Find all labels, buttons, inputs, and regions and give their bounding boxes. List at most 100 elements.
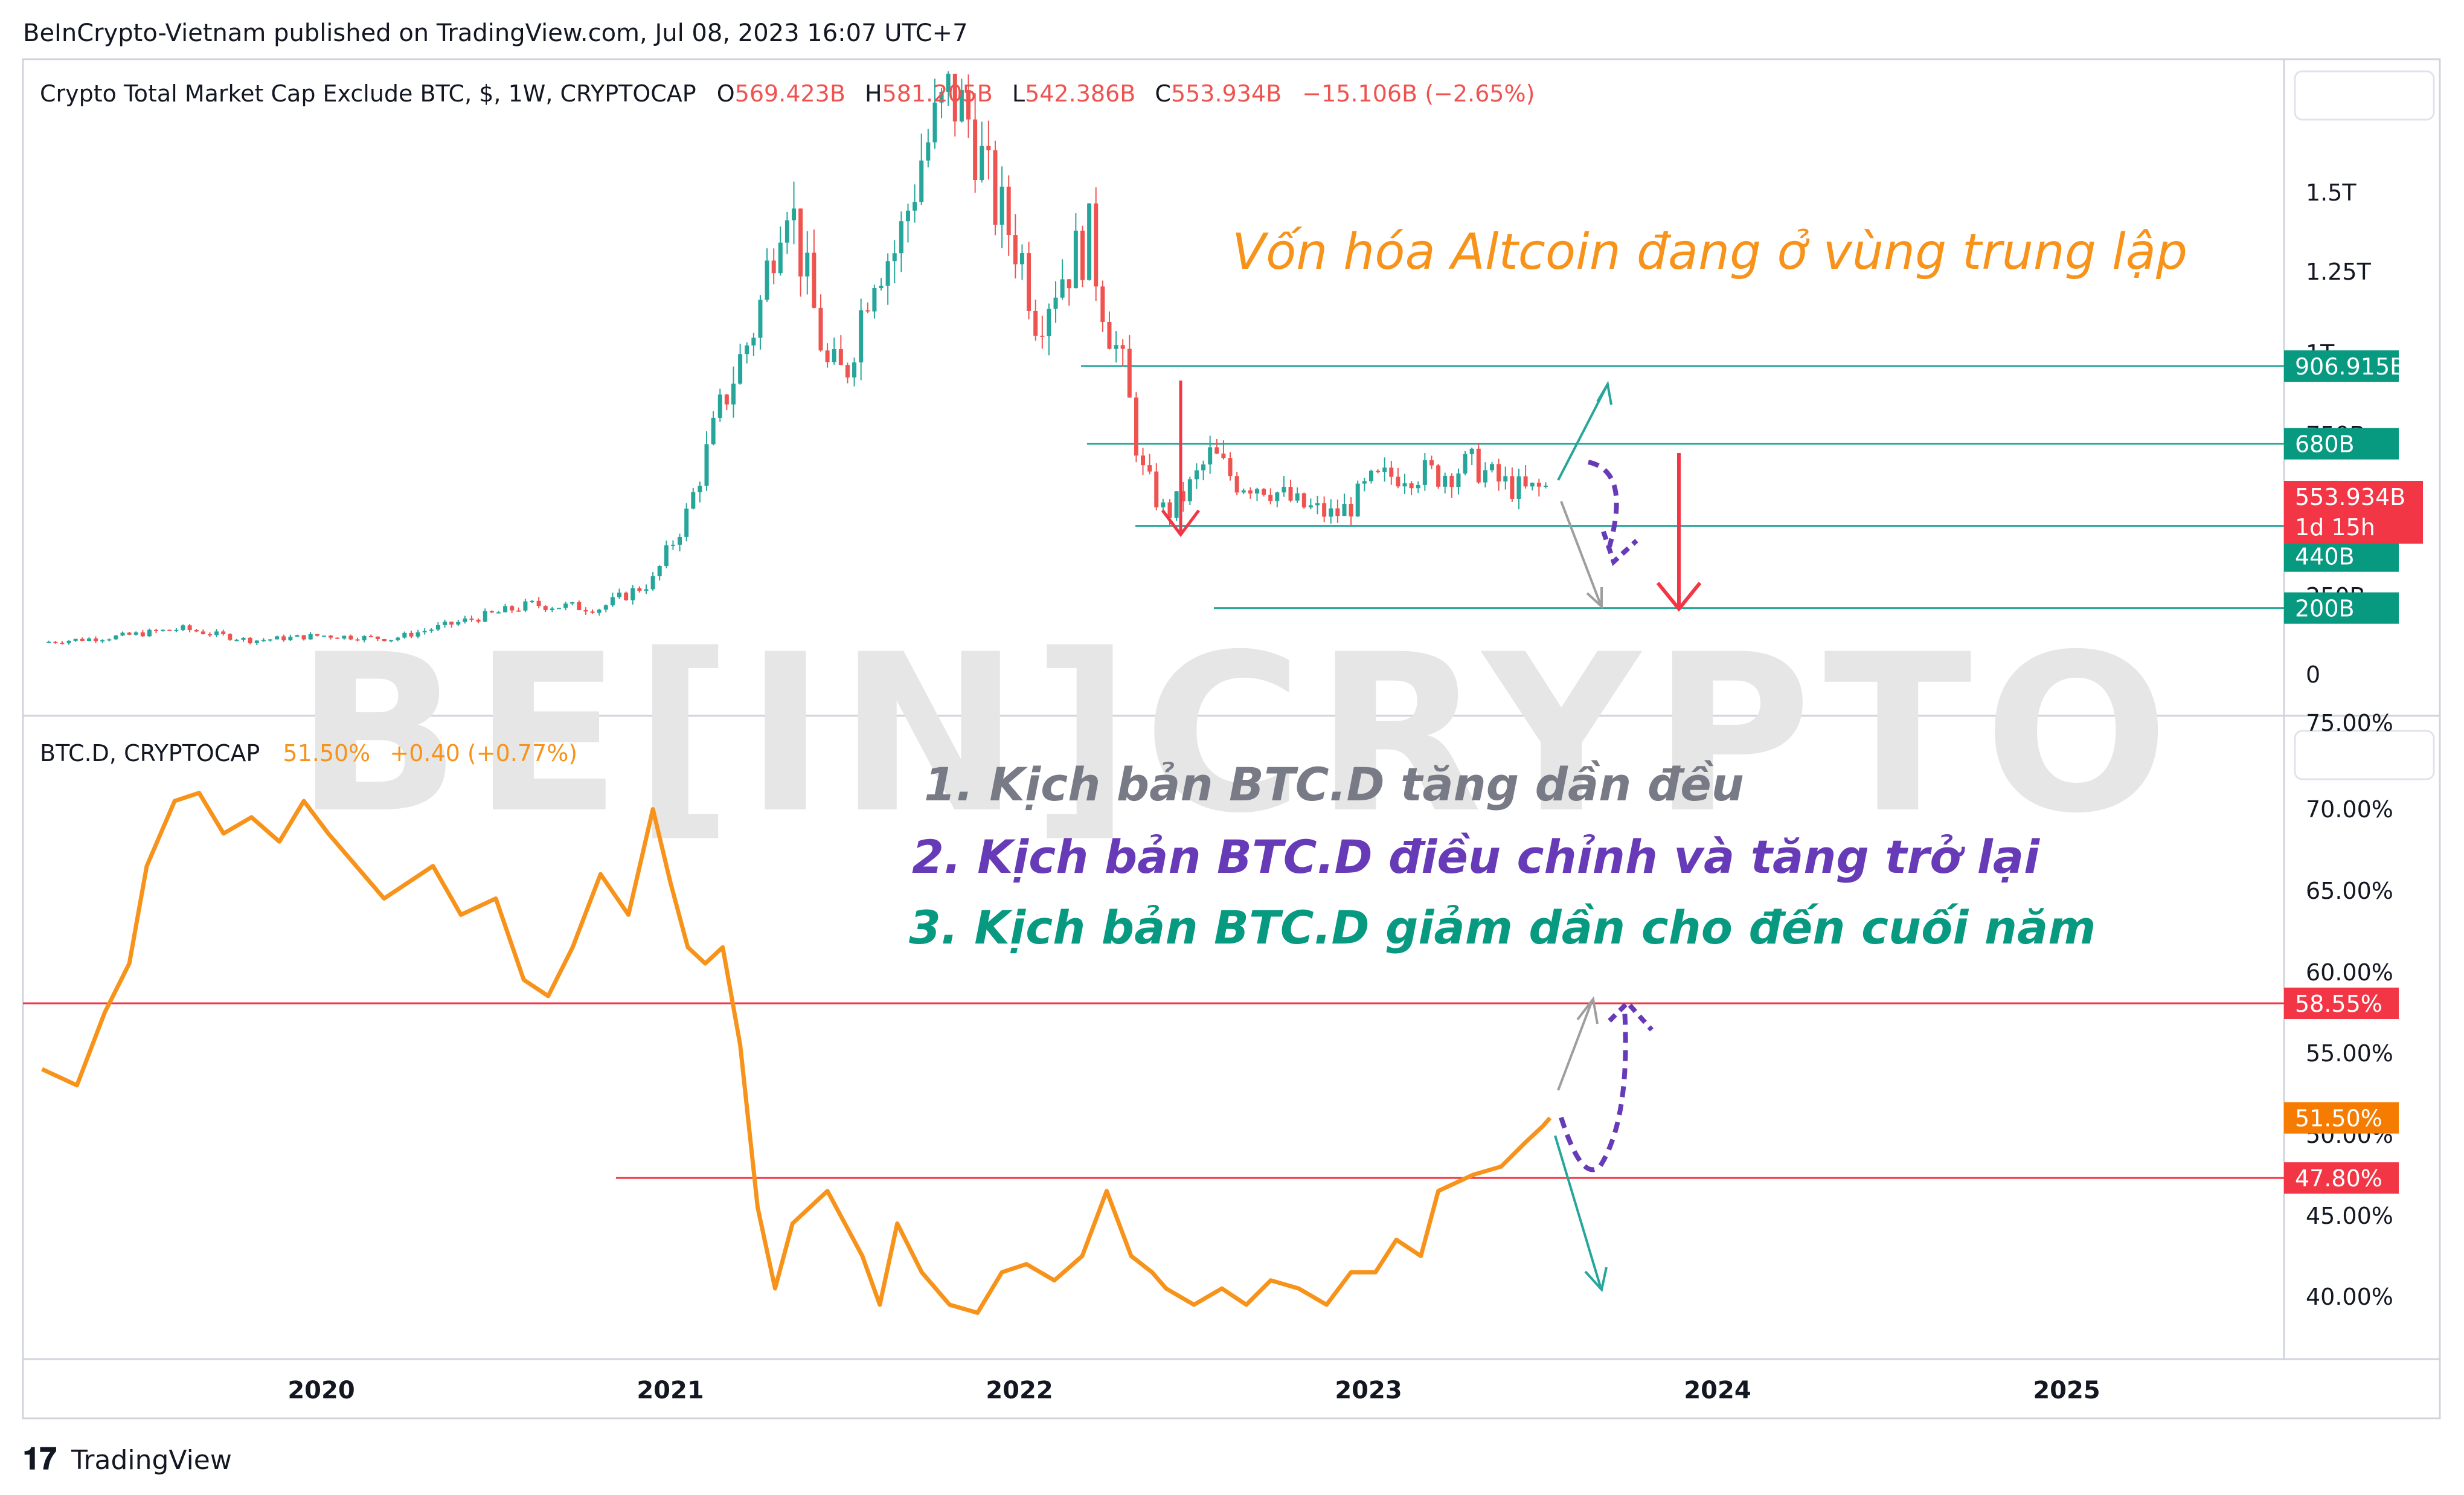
candle-body [1033,310,1038,336]
candle-body [865,310,870,312]
candle-body [1214,447,1219,454]
candle-body [899,221,903,254]
candle-body [980,146,984,181]
candle-body [402,632,407,638]
candle-body [724,394,729,405]
candle-body [1335,508,1340,516]
candle-body [435,625,440,630]
candle-body [1483,470,1487,483]
candle-body [1187,479,1192,501]
candle-body [60,643,65,645]
candle-body [1396,477,1400,487]
candle-body [1221,453,1226,458]
candle-body [1490,464,1495,471]
candle-body [1301,493,1306,508]
candle-body [919,160,924,202]
candle-body [872,288,877,312]
level-label: 58.55% [2284,988,2399,1020]
candle-body [1013,235,1018,265]
candle-body [973,119,978,181]
candle-body [1443,475,1448,487]
candle-body [952,74,957,122]
candle-body [570,602,575,604]
axis-tick: 45.00% [2306,1203,2393,1229]
candle-body [603,605,608,610]
candle-body [489,611,494,612]
time-tick: 2021 [637,1377,704,1404]
bottom-scale-button[interactable] [2294,730,2435,780]
level-label: 47.80% [2284,1162,2399,1194]
level-label: 51.50% [2284,1102,2399,1134]
tradingview-logo-text: TradingView [71,1445,232,1476]
candle-body [1268,495,1273,501]
time-tick: 2024 [1684,1377,1751,1404]
price-label-text: 200B [2295,596,2355,622]
candle-body [1463,454,1468,474]
candle-body [221,631,226,634]
candle-body [1295,493,1300,501]
candle-body [630,588,635,600]
candle-body [1120,345,1125,349]
price-label-text: 440B [2295,544,2355,570]
candle-body [1422,460,1427,485]
candle-body [301,635,306,640]
price-label-box [2284,988,2399,1020]
candle-body [885,261,890,286]
candle-body [1047,309,1051,336]
current-price-label: 553.934B 1d 15h [2284,481,2423,544]
candle-body [657,566,662,576]
candle-body [1476,448,1481,483]
candle-body [664,545,669,567]
tradingview-logo[interactable]: 𝟏𝟕 TradingView [23,1441,232,1476]
candle-body [798,208,803,277]
candle-body [281,636,286,641]
candle-body [1006,187,1011,236]
candle-body [1402,483,1407,487]
axis-tick: 75.00% [2306,710,2393,736]
watermark: BE[IN]CRYPTO [295,608,2181,861]
candle-body [53,641,58,643]
candle-body [1376,471,1381,472]
price-label-box [2284,1102,2399,1134]
candle-body [1315,503,1320,506]
candle-body [784,220,789,243]
candle-body [1416,484,1420,489]
candle-body [503,606,508,612]
candle-body [1080,230,1085,280]
candle-body [825,350,830,362]
axis-tick: 70.00% [2306,796,2393,823]
candle-body [1497,464,1501,482]
candle-body [530,600,534,602]
price-label-box [2284,428,2399,460]
axis-tick: 1.25T [2306,259,2372,285]
candle-body [308,634,313,640]
candle-body [765,260,769,300]
candle-body [496,612,501,614]
top-legend: Crypto Total Market Cap Exclude BTC, $, … [40,80,1535,107]
candle-body [852,362,857,378]
candle-body [751,338,756,346]
candle-body [1469,448,1474,454]
candle-body [778,242,783,274]
candle-body [1409,483,1414,489]
top-scale-button[interactable] [2294,70,2435,121]
publisher-line: BeInCrypto-Vietnam published on TradingV… [23,19,968,47]
candle-body [624,593,629,600]
candle-body [127,632,132,635]
candle-body [422,631,427,632]
candle-body [1543,485,1548,487]
candle-body [1174,491,1179,518]
candle-body [550,608,554,611]
candle-body [321,635,326,637]
candle-body [1060,279,1065,298]
candle-body [738,354,743,384]
candle-body [1241,490,1246,493]
candle-body [1019,253,1024,265]
candle-body [1516,476,1521,500]
candle-body [691,492,696,509]
candle-body [792,208,797,220]
candle-body [174,629,179,631]
candle-body [1114,345,1118,349]
candle-body [1040,335,1045,337]
candle-body [1087,203,1092,280]
